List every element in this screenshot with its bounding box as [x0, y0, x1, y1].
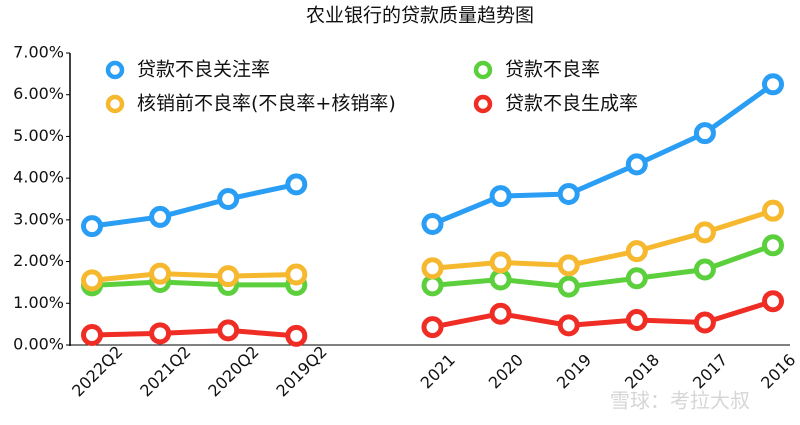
point-marker: [217, 265, 240, 288]
point-marker: [625, 153, 648, 176]
point-marker: [149, 322, 172, 345]
x-tick-label: 2021: [417, 350, 459, 392]
chart-title: 农业银行的贷款质量趋势图: [306, 5, 534, 27]
y-tick-label: 3.00%: [13, 209, 64, 228]
legend-label: 贷款不良率: [505, 59, 600, 81]
point-marker: [489, 251, 512, 274]
point-marker: [557, 275, 580, 298]
y-tick-label: 0.00%: [13, 335, 64, 354]
point-marker: [762, 199, 784, 222]
point-marker: [217, 319, 240, 342]
point-marker: [693, 258, 716, 281]
legend-label: 贷款不良生成率: [505, 93, 638, 115]
y-tick-label: 5.00%: [13, 126, 64, 145]
point-marker: [149, 205, 172, 228]
point-marker: [625, 267, 648, 290]
point-marker: [285, 173, 308, 196]
legend-marker: [105, 94, 125, 114]
point-marker: [625, 308, 648, 331]
series-line: [91, 242, 774, 290]
point-marker: [557, 314, 580, 337]
x-tick-label: 2016: [757, 350, 799, 392]
legend-marker: [105, 60, 125, 80]
point-marker: [421, 213, 444, 236]
point-marker: [557, 254, 580, 277]
legend-label: 贷款不良关注率: [137, 59, 270, 81]
y-tick-label: 1.00%: [13, 293, 64, 312]
x-tick-label: 2019: [553, 350, 595, 392]
point-marker: [693, 311, 716, 334]
point-marker: [625, 240, 648, 263]
point-marker: [489, 302, 512, 325]
point-marker: [489, 268, 512, 291]
legend-marker: [473, 60, 493, 80]
x-tick-label: 2020Q2: [204, 342, 262, 400]
point-marker: [693, 122, 716, 145]
point-marker: [285, 263, 308, 286]
point-marker: [421, 274, 444, 297]
point-marker: [81, 269, 103, 292]
point-marker: [762, 73, 784, 96]
x-tick-label: 2021Q2: [136, 342, 194, 400]
y-tick-label: 6.00%: [13, 84, 64, 103]
point-marker: [421, 316, 444, 339]
x-tick-label: 2018: [621, 350, 663, 392]
point-marker: [557, 182, 580, 205]
point-marker: [421, 257, 444, 280]
point-marker: [489, 185, 512, 208]
x-tick-label: 2022Q2: [68, 342, 126, 400]
point-marker: [762, 290, 784, 313]
y-tick-label: 4.00%: [13, 168, 64, 187]
point-marker: [693, 221, 716, 244]
x-tick-label: 2017: [689, 350, 731, 392]
point-marker: [149, 262, 172, 285]
y-tick-label: 2.00%: [13, 251, 64, 270]
x-tick-label: 2020: [485, 350, 527, 392]
legend-label: 核销前不良率(不良率+核销率): [137, 93, 396, 115]
y-tick-label: 7.00%: [13, 43, 64, 62]
point-marker: [285, 324, 308, 347]
point-marker: [81, 215, 103, 238]
point-marker: [81, 323, 103, 346]
point-marker: [762, 234, 784, 257]
point-marker: [217, 188, 240, 210]
x-tick-label: 2019Q2: [272, 342, 330, 400]
series-line: [91, 82, 775, 229]
legend-marker: [473, 94, 493, 114]
series-line: [91, 298, 774, 339]
series-line: [91, 208, 774, 283]
watermark: 雪球：考拉大叔: [610, 389, 750, 413]
